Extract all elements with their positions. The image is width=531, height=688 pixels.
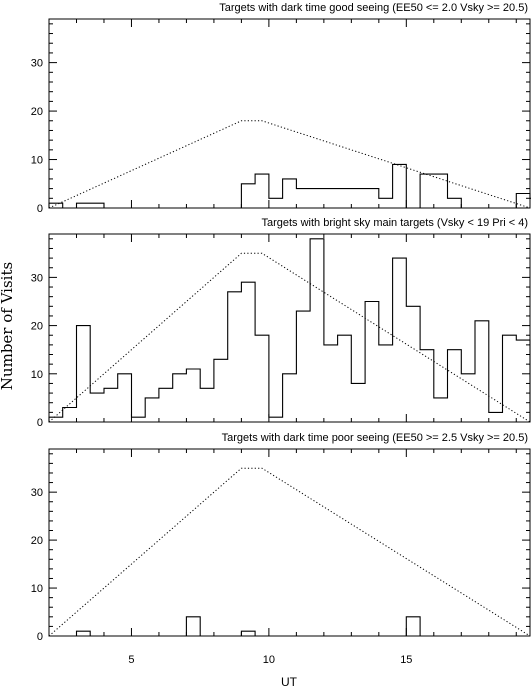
y-tick-label: 20 bbox=[31, 535, 43, 547]
y-tick-label: 10 bbox=[31, 583, 43, 595]
plot-frame bbox=[48, 18, 531, 209]
panel-title: Targets with bright sky main targets (Vs… bbox=[261, 217, 528, 229]
plot-frame bbox=[48, 448, 531, 637]
histogram-steps bbox=[48, 163, 531, 209]
panel-1: Targets with dark time good seeing (EE50… bbox=[31, 2, 531, 215]
panel-title: Targets with dark time good seeing (EE50… bbox=[219, 2, 528, 14]
y-tick-label: 30 bbox=[31, 487, 43, 499]
panel-2: Targets with bright sky main targets (Vs… bbox=[31, 217, 531, 429]
panel-title: Targets with dark time poor seeing (EE50… bbox=[222, 432, 528, 444]
x-axis-title: UT bbox=[281, 675, 298, 688]
y-axis-title: Number of Visits bbox=[0, 262, 16, 390]
y-tick-label: 20 bbox=[31, 106, 43, 118]
y-tick-label: 30 bbox=[31, 272, 43, 284]
histogram-steps bbox=[49, 616, 530, 637]
reference-curve bbox=[48, 467, 531, 637]
y-tick-label: 0 bbox=[37, 203, 43, 215]
x-tick-label: 5 bbox=[128, 654, 134, 666]
y-tick-label: 0 bbox=[37, 417, 43, 429]
y-tick-label: 10 bbox=[31, 369, 43, 381]
x-tick-label: 10 bbox=[263, 654, 275, 666]
reference-curve bbox=[48, 252, 531, 423]
y-tick-label: 10 bbox=[31, 155, 43, 167]
reference-curve bbox=[48, 120, 531, 209]
y-tick-label: 0 bbox=[37, 631, 43, 643]
y-tick-label: 20 bbox=[31, 321, 43, 333]
histogram-steps bbox=[48, 238, 531, 422]
panel-3: Targets with dark time poor seeing (EE50… bbox=[31, 432, 531, 666]
plot-frame bbox=[48, 233, 531, 423]
panels-group: Targets with dark time good seeing (EE50… bbox=[31, 2, 531, 666]
x-tick-label: 15 bbox=[400, 654, 412, 666]
y-tick-label: 30 bbox=[31, 58, 43, 70]
